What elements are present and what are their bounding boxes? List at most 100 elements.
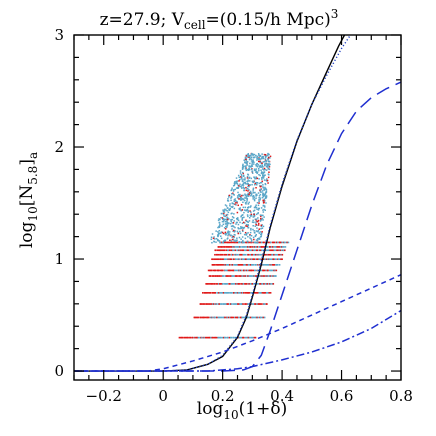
scatter-point <box>228 218 230 220</box>
scatter-point <box>225 249 228 252</box>
scatter-point <box>237 292 240 294</box>
scatter-point <box>217 226 219 229</box>
scatter-point <box>256 283 259 285</box>
scatter-point <box>269 283 271 285</box>
scatter-point <box>250 249 253 252</box>
scatter-point <box>232 258 235 261</box>
scatter-point <box>252 159 254 161</box>
scatter-point <box>259 188 262 191</box>
scatter-point <box>250 154 252 157</box>
scatter-point <box>227 211 230 214</box>
scatter-point <box>223 292 226 294</box>
scatter-point <box>252 196 254 198</box>
scatter-point <box>211 283 214 285</box>
scatter-point <box>259 159 261 161</box>
scatter-point <box>195 316 198 319</box>
scatter-point <box>259 283 261 285</box>
scatter-point <box>271 241 274 244</box>
scatter-point <box>234 264 237 266</box>
scatter-point <box>247 275 249 277</box>
scatter-point <box>247 316 249 319</box>
scatter-point <box>215 230 217 232</box>
scatter-point <box>259 275 261 277</box>
plot-frame <box>73 34 402 381</box>
scatter-point <box>258 153 260 156</box>
scatter-point <box>236 264 239 266</box>
scatter-point <box>205 283 207 285</box>
scatter-point <box>267 269 269 272</box>
scatter-point <box>223 303 225 305</box>
scatter-point <box>260 166 262 168</box>
scatter-point <box>248 165 250 167</box>
scatter-point <box>240 185 242 188</box>
scatter-point <box>241 187 243 189</box>
scatter-point <box>244 168 247 170</box>
scatter-point <box>220 316 223 319</box>
scatter-point <box>247 221 249 224</box>
scatter-point <box>257 316 260 319</box>
scatter-point <box>255 316 258 319</box>
scatter-point <box>218 232 220 235</box>
scatter-point <box>240 264 243 266</box>
scatter-point <box>262 157 264 159</box>
scatter-point <box>219 316 222 319</box>
scatter-point <box>260 182 262 184</box>
scatter-point <box>226 316 228 319</box>
scatter-point <box>267 156 270 159</box>
scatter-point <box>240 215 242 218</box>
scatter-point <box>239 303 241 305</box>
scatter-point <box>219 224 221 226</box>
scatter-point <box>251 253 254 256</box>
scatter-point <box>255 183 258 186</box>
scatter-point <box>234 241 236 244</box>
scatter-point <box>238 275 240 277</box>
scatter-point <box>260 219 263 221</box>
scatter-point <box>248 258 251 261</box>
scatter-point <box>244 156 247 159</box>
scatter-point <box>189 336 192 339</box>
scatter-point <box>218 240 221 242</box>
scatter-point <box>226 216 228 218</box>
scatter-point <box>242 187 245 189</box>
scatter-point <box>267 275 269 277</box>
scatter-point <box>266 275 268 277</box>
scatter-point <box>260 303 263 305</box>
scatter-point <box>236 275 238 277</box>
scatter-point <box>264 163 266 165</box>
y-tick-label: 1 <box>54 250 64 268</box>
scatter-point <box>275 269 278 272</box>
scatter-point <box>259 316 262 319</box>
scatter-point <box>246 225 248 228</box>
scatter-point <box>267 154 269 157</box>
scatter-point <box>262 211 265 213</box>
scatter-point <box>276 264 279 266</box>
scatter-point <box>249 237 251 239</box>
scatter-point <box>218 269 220 272</box>
scatter-point <box>266 303 268 305</box>
scatter-point <box>255 246 258 248</box>
scatter-point <box>259 198 261 201</box>
scatter-point <box>276 246 279 248</box>
scatter-point <box>240 336 243 339</box>
scatter-point <box>252 180 255 182</box>
scatter-point <box>267 167 270 170</box>
scatter-point <box>206 283 208 285</box>
scatter-point <box>264 192 267 194</box>
scatter-point <box>246 249 249 252</box>
scatter-point <box>254 246 257 248</box>
scatter-point <box>226 224 229 226</box>
scatter-point <box>247 236 249 238</box>
scatter-point <box>236 258 239 261</box>
scatter-point <box>218 225 220 228</box>
scatter-point <box>219 275 221 277</box>
scatter-point <box>226 292 228 294</box>
scatter-point <box>219 246 222 248</box>
scatter-point <box>230 292 233 294</box>
scatter-point <box>194 336 196 339</box>
scatter-point <box>231 218 233 221</box>
scatter-point <box>236 246 239 248</box>
scatter-point <box>245 234 248 236</box>
scatter-point <box>237 246 240 248</box>
scatter-point <box>262 173 265 175</box>
scatter-point <box>224 258 227 261</box>
